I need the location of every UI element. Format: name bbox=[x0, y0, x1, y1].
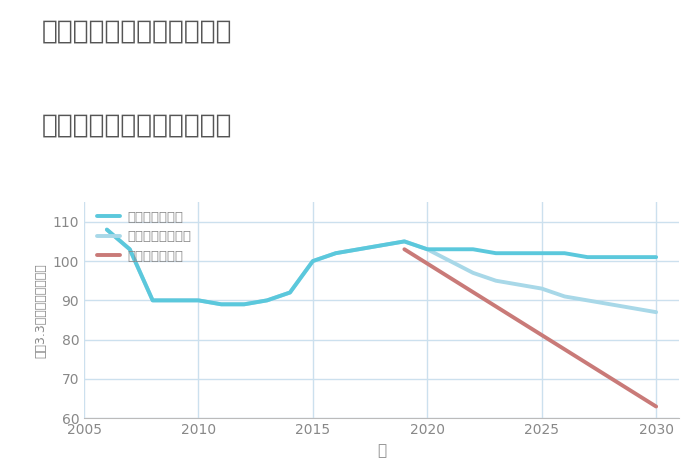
ノーマルシナリオ bbox=[263, 298, 272, 303]
ノーマルシナリオ bbox=[354, 246, 363, 252]
ノーマルシナリオ bbox=[172, 298, 180, 303]
グッドシナリオ bbox=[561, 251, 569, 256]
グッドシナリオ bbox=[332, 251, 340, 256]
Line: ノーマルシナリオ: ノーマルシナリオ bbox=[107, 230, 656, 312]
ノーマルシナリオ bbox=[377, 243, 386, 248]
Text: 奈良県吉野郡大淀町土田の: 奈良県吉野郡大淀町土田の bbox=[42, 19, 232, 45]
ノーマルシナリオ bbox=[103, 227, 111, 233]
Text: 中古マンションの価格推移: 中古マンションの価格推移 bbox=[42, 113, 232, 139]
グッドシナリオ bbox=[606, 254, 615, 260]
ノーマルシナリオ bbox=[491, 278, 500, 283]
ノーマルシナリオ bbox=[446, 258, 454, 264]
バッドシナリオ bbox=[652, 404, 660, 409]
グッドシナリオ bbox=[423, 246, 431, 252]
グッドシナリオ bbox=[514, 251, 523, 256]
グッドシナリオ bbox=[491, 251, 500, 256]
グッドシナリオ bbox=[538, 251, 546, 256]
グッドシナリオ bbox=[172, 298, 180, 303]
グッドシナリオ bbox=[629, 254, 638, 260]
ノーマルシナリオ bbox=[286, 290, 294, 295]
グッドシナリオ bbox=[469, 246, 477, 252]
グッドシナリオ bbox=[240, 301, 248, 307]
ノーマルシナリオ bbox=[125, 246, 134, 252]
ノーマルシナリオ bbox=[423, 246, 431, 252]
ノーマルシナリオ bbox=[583, 298, 592, 303]
バッドシナリオ bbox=[400, 246, 409, 252]
ノーマルシナリオ bbox=[538, 286, 546, 291]
X-axis label: 年: 年 bbox=[377, 443, 386, 458]
ノーマルシナリオ bbox=[469, 270, 477, 276]
ノーマルシナリオ bbox=[148, 298, 157, 303]
ノーマルシナリオ bbox=[217, 301, 225, 307]
ノーマルシナリオ bbox=[309, 258, 317, 264]
Line: バッドシナリオ: バッドシナリオ bbox=[405, 249, 656, 407]
Y-axis label: 平（3.3㎡）単価（万円）: 平（3.3㎡）単価（万円） bbox=[34, 263, 47, 358]
グッドシナリオ bbox=[103, 227, 111, 233]
ノーマルシナリオ bbox=[561, 294, 569, 299]
ノーマルシナリオ bbox=[629, 306, 638, 311]
ノーマルシナリオ bbox=[240, 301, 248, 307]
ノーマルシナリオ bbox=[606, 301, 615, 307]
グッドシナリオ bbox=[354, 246, 363, 252]
グッドシナリオ bbox=[125, 246, 134, 252]
グッドシナリオ bbox=[583, 254, 592, 260]
グッドシナリオ bbox=[652, 254, 660, 260]
ノーマルシナリオ bbox=[332, 251, 340, 256]
グッドシナリオ bbox=[217, 301, 225, 307]
ノーマルシナリオ bbox=[194, 298, 202, 303]
Legend: グッドシナリオ, ノーマルシナリオ, バッドシナリオ: グッドシナリオ, ノーマルシナリオ, バッドシナリオ bbox=[97, 211, 191, 263]
ノーマルシナリオ bbox=[400, 239, 409, 244]
グッドシナリオ bbox=[148, 298, 157, 303]
グッドシナリオ bbox=[446, 246, 454, 252]
グッドシナリオ bbox=[194, 298, 202, 303]
ノーマルシナリオ bbox=[514, 282, 523, 288]
グッドシナリオ bbox=[377, 243, 386, 248]
グッドシナリオ bbox=[286, 290, 294, 295]
Line: グッドシナリオ: グッドシナリオ bbox=[107, 230, 656, 304]
グッドシナリオ bbox=[263, 298, 272, 303]
グッドシナリオ bbox=[309, 258, 317, 264]
ノーマルシナリオ bbox=[652, 309, 660, 315]
グッドシナリオ bbox=[400, 239, 409, 244]
